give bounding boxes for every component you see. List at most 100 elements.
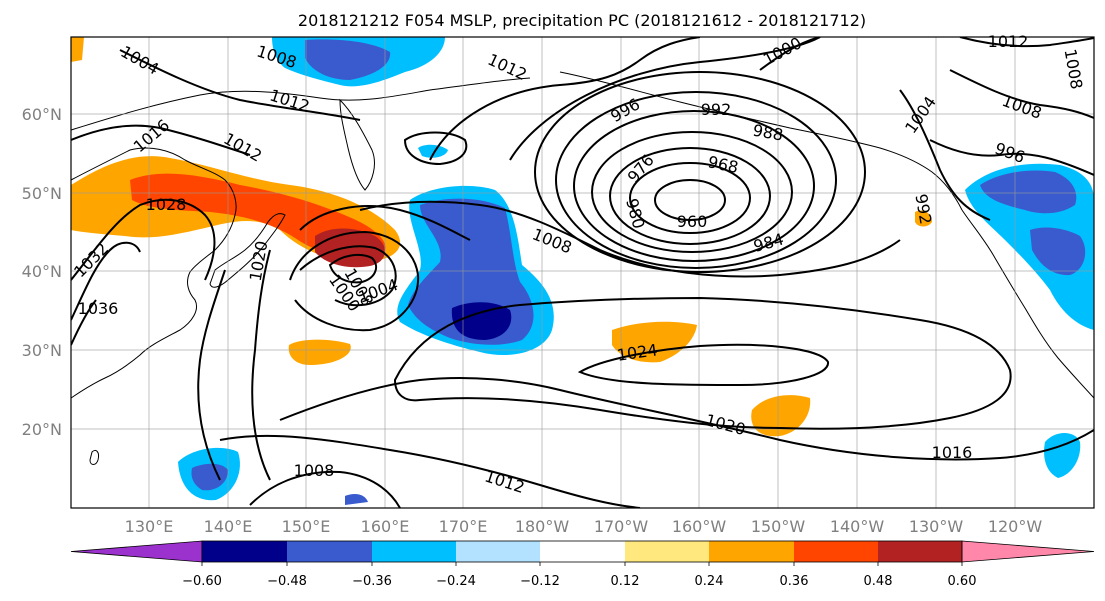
isobar-1020-c: [393, 296, 1012, 430]
isobar-1000-w: [328, 253, 378, 284]
isobar-label-1028: 1028: [146, 195, 187, 214]
isobar-992: [555, 91, 837, 269]
precip-negative-small-north: [418, 144, 448, 158]
colorbar-cell: [202, 541, 287, 562]
coastline-taiwan: [89, 449, 99, 465]
graticule: [71, 37, 1094, 508]
isobar-996: [534, 71, 866, 273]
precip-positive-edge: [71, 37, 84, 62]
isobars: [71, 37, 1094, 508]
lon-label-140e: 140°E: [204, 517, 253, 536]
colorbar-cell: [878, 541, 962, 562]
isobar-1008-s: [249, 470, 401, 508]
coastline-siberia: [71, 77, 531, 131]
isobar-1000-n: [509, 37, 821, 161]
lon-label-160w: 160°W: [672, 517, 727, 536]
coastline-kamchatka: [339, 98, 375, 191]
lat-label-60n: 60°N: [22, 105, 62, 124]
colorbar-cell: [287, 541, 372, 562]
colorbar-cell: [794, 541, 878, 562]
precip-negative-southwest-core: [191, 463, 228, 491]
lon-label-170w: 170°W: [594, 517, 649, 536]
colorbar-tick-label: −0.24: [436, 574, 476, 589]
colorbar-tick-label: 0.60: [948, 574, 977, 589]
isobar-1000-small: [403, 131, 468, 166]
precip-negative-north-core: [305, 39, 391, 80]
isobar-1036: [71, 299, 97, 346]
isobar-996-e: [929, 139, 1094, 176]
colorbar-cell: [709, 541, 794, 562]
map-title: 2018121212 F054 MSLP, precipitation PC (…: [298, 11, 866, 30]
coastline-northamerica: [961, 209, 1094, 399]
isobar-1012-s: [219, 434, 641, 508]
lat-label-50n: 50°N: [22, 184, 62, 203]
isobar-1012-n: [119, 49, 361, 121]
lon-label-180w: 180°W: [515, 517, 570, 536]
lon-label-150w: 150°W: [751, 517, 806, 536]
colorbar-cell: [456, 541, 540, 562]
isobar-1020-w: [251, 249, 271, 481]
lon-label-120w: 120°W: [988, 517, 1043, 536]
isobar-988: [573, 110, 815, 262]
colorbar: −0.60 −0.48 −0.36 −0.24 −0.12 0.12 0.24 …: [70, 540, 1095, 589]
isobar-1008-e: [949, 69, 1094, 119]
precip-positive-small-1: [915, 210, 932, 227]
longitude-labels: 130°E 140°E 150°E 160°E 170°E 180°W 170°…: [125, 517, 1043, 536]
precip-negative-west-coast-core: [980, 170, 1077, 214]
isobar-1024: [577, 343, 829, 387]
lat-label-20n: 20°N: [22, 420, 62, 439]
colorbar-ticks: −0.60 −0.48 −0.36 −0.24 −0.12 0.12 0.24 …: [182, 574, 976, 589]
map-frame: [70, 36, 1095, 509]
isobar-1008-c: [429, 37, 701, 161]
isobar-984: [591, 131, 793, 253]
colorbar-cells: [70, 540, 1095, 566]
isobar-960: [654, 179, 726, 221]
isobar-1016-w: [71, 124, 251, 156]
isobar-label-1016-e: 1016: [932, 443, 973, 462]
lat-label-30n: 30°N: [22, 341, 62, 360]
lon-label-130e: 130°E: [125, 517, 174, 536]
latitude-labels: 60°N 50°N 40°N 30°N 20°N: [22, 105, 62, 439]
isobar-label-1012-ne: 1012: [988, 32, 1029, 51]
precip-negative-southeast: [1044, 433, 1081, 478]
colorbar-tick-label: −0.12: [520, 574, 560, 589]
colorbar-tick-label: −0.60: [182, 574, 222, 589]
isobar-1024-w: [197, 269, 226, 481]
isobar-label-1008-s: 1008: [294, 461, 335, 480]
lon-label-170e: 170°E: [439, 517, 488, 536]
colorbar-tick-label: 0.12: [611, 574, 640, 589]
precip-positive-subtropic-1: [612, 321, 697, 363]
coastline-alaska: [559, 71, 963, 211]
isobar-1008-w: [289, 230, 420, 332]
lat-label-40n: 40°N: [22, 262, 62, 281]
colorbar-tick-label: −0.36: [352, 574, 392, 589]
isobar-1000-ne: [759, 37, 821, 71]
colorbar-tick-label: 0.48: [864, 574, 893, 589]
colorbar-cell: [540, 541, 625, 562]
precip-negative-central-max: [451, 302, 512, 340]
coastlines: [71, 71, 1094, 465]
colorbar-tick-label: 0.24: [695, 574, 724, 589]
isobar-1012-ne: [959, 37, 1094, 48]
isobar-label-992: 992: [701, 100, 732, 119]
precip-positive-subtropic-2: [751, 395, 811, 437]
lon-label-130w: 130°W: [909, 517, 964, 536]
coastline-asia: [71, 147, 237, 399]
colorbar-cell: [372, 541, 456, 562]
colorbar-cell: [625, 541, 709, 562]
colorbar-border: [201, 540, 963, 563]
isobar-1016-s: [279, 377, 1094, 461]
isobar-label-1036: 1036: [78, 299, 119, 318]
lon-label-160e: 160°E: [361, 517, 410, 536]
isobar-1012-c: [359, 200, 901, 278]
isobar-1004-e: [899, 89, 991, 221]
isobar-976: [609, 147, 771, 245]
lon-label-150e: 150°E: [282, 517, 331, 536]
precip-negative-small-south: [345, 494, 368, 505]
colorbar-tick-label: −0.48: [267, 574, 307, 589]
isobar-968: [629, 162, 751, 234]
isobar-1032: [71, 241, 141, 321]
isobar-1016-c: [299, 205, 471, 241]
precip-positive-yellow-sea: [288, 339, 351, 365]
